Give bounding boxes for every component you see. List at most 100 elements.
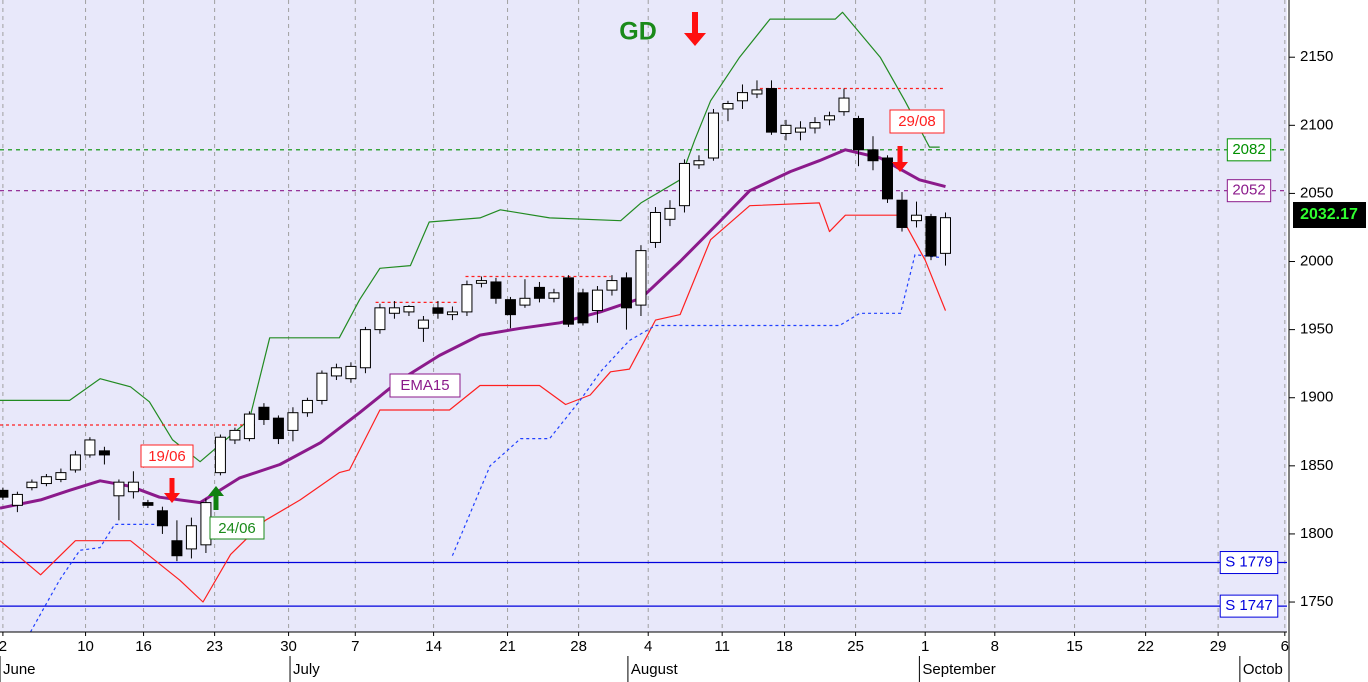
candle-body [809,122,821,129]
annotation-text: EMA15 [400,377,449,394]
y-tick-label: 1800 [1300,525,1333,542]
candle-body [316,372,328,401]
x-tick-label: 29 [1210,638,1227,655]
candle-body [243,413,255,440]
month-label: Octob [1243,661,1283,678]
candle-body [765,88,777,133]
candle-body [0,489,9,498]
month-label: September [922,661,995,678]
x-tick-label: 1 [921,638,929,655]
candle-body [55,472,67,480]
x-tick-label: 2 [0,638,7,655]
x-tick-label: 4 [644,638,652,655]
candle-body [693,160,705,166]
candle-body [562,277,574,325]
indicator-line [0,11,940,463]
candle-body [69,454,81,471]
candle-body [171,540,183,557]
arrow-up [208,486,224,510]
candle-body [156,510,168,527]
level-label-box [1226,138,1272,162]
last-price-label: 2032.17 [1300,206,1358,223]
candle-body [11,493,23,506]
candle-body [896,199,908,228]
candle-body [910,214,922,222]
annotation-text: 24/06 [218,520,256,537]
x-tick-label: 7 [351,638,359,655]
candle-body [548,292,560,299]
x-tick-label: 18 [776,638,793,655]
indicator-line [0,202,947,603]
y-tick-label: 1850 [1300,457,1333,474]
annotation-text: 19/06 [148,448,186,465]
x-tick-label: 8 [991,638,999,655]
indicator-line [0,148,946,510]
candle-body [664,207,676,220]
candle-body [301,399,313,414]
candle-body [446,311,458,316]
x-tick-label: 15 [1066,638,1083,655]
candle-body [620,277,632,309]
candle-body [345,365,357,380]
candle-body [722,103,734,110]
y-tick-label: 2100 [1300,116,1333,133]
y-tick-label: 1950 [1300,321,1333,338]
candle-body [939,217,951,254]
candle-body [374,307,386,331]
candle-body [794,127,806,133]
x-tick-label: 16 [135,638,152,655]
candle-body [40,476,52,485]
y-tick-label: 1900 [1300,389,1333,406]
candle-body [533,286,545,299]
candle-body [185,525,197,550]
candle-body [142,502,154,506]
grid [2,0,1286,632]
candle-body [432,307,444,314]
indicator-lines [0,11,947,632]
indicator-line [29,254,940,632]
candle-body [519,297,531,306]
x-tick-label: 25 [847,638,864,655]
candle-body [925,216,937,257]
candle-body [26,481,38,489]
level-label: 2082 [1232,141,1265,158]
level-label-box [1219,551,1279,575]
arrow-down [892,146,908,172]
candle-body [417,319,429,329]
candle-body [780,124,792,134]
level-label: 2052 [1232,182,1265,199]
candle-body [214,436,226,474]
annotation-text: 29/08 [898,113,936,130]
x-tick-label: 21 [499,638,516,655]
candle-body [635,250,647,306]
candle-body [388,307,400,314]
candle-body [461,284,473,313]
candle-body [272,417,284,440]
level-label-box [1226,179,1272,203]
x-tick-label: 22 [1137,638,1154,655]
candle-body [867,149,879,162]
candle-body [200,502,212,546]
arrow-down [684,12,706,46]
y-tick-label: 1750 [1300,593,1333,610]
candle-body [606,280,618,291]
last-price-box [1293,202,1366,228]
x-tick-label: 10 [77,638,94,655]
arrow-down [164,478,180,503]
month-label: August [631,661,679,678]
x-tick-label: 28 [570,638,587,655]
candle-body [751,89,763,95]
levels [0,149,1287,607]
x-tick-label: 14 [425,638,442,655]
candle-body [852,118,864,151]
candle-body [678,162,690,207]
candles [0,80,951,562]
candle-body [707,112,719,159]
month-label: July [293,661,320,678]
candle-body [98,450,110,456]
candle-body [113,481,125,497]
x-tick-label: 23 [206,638,223,655]
